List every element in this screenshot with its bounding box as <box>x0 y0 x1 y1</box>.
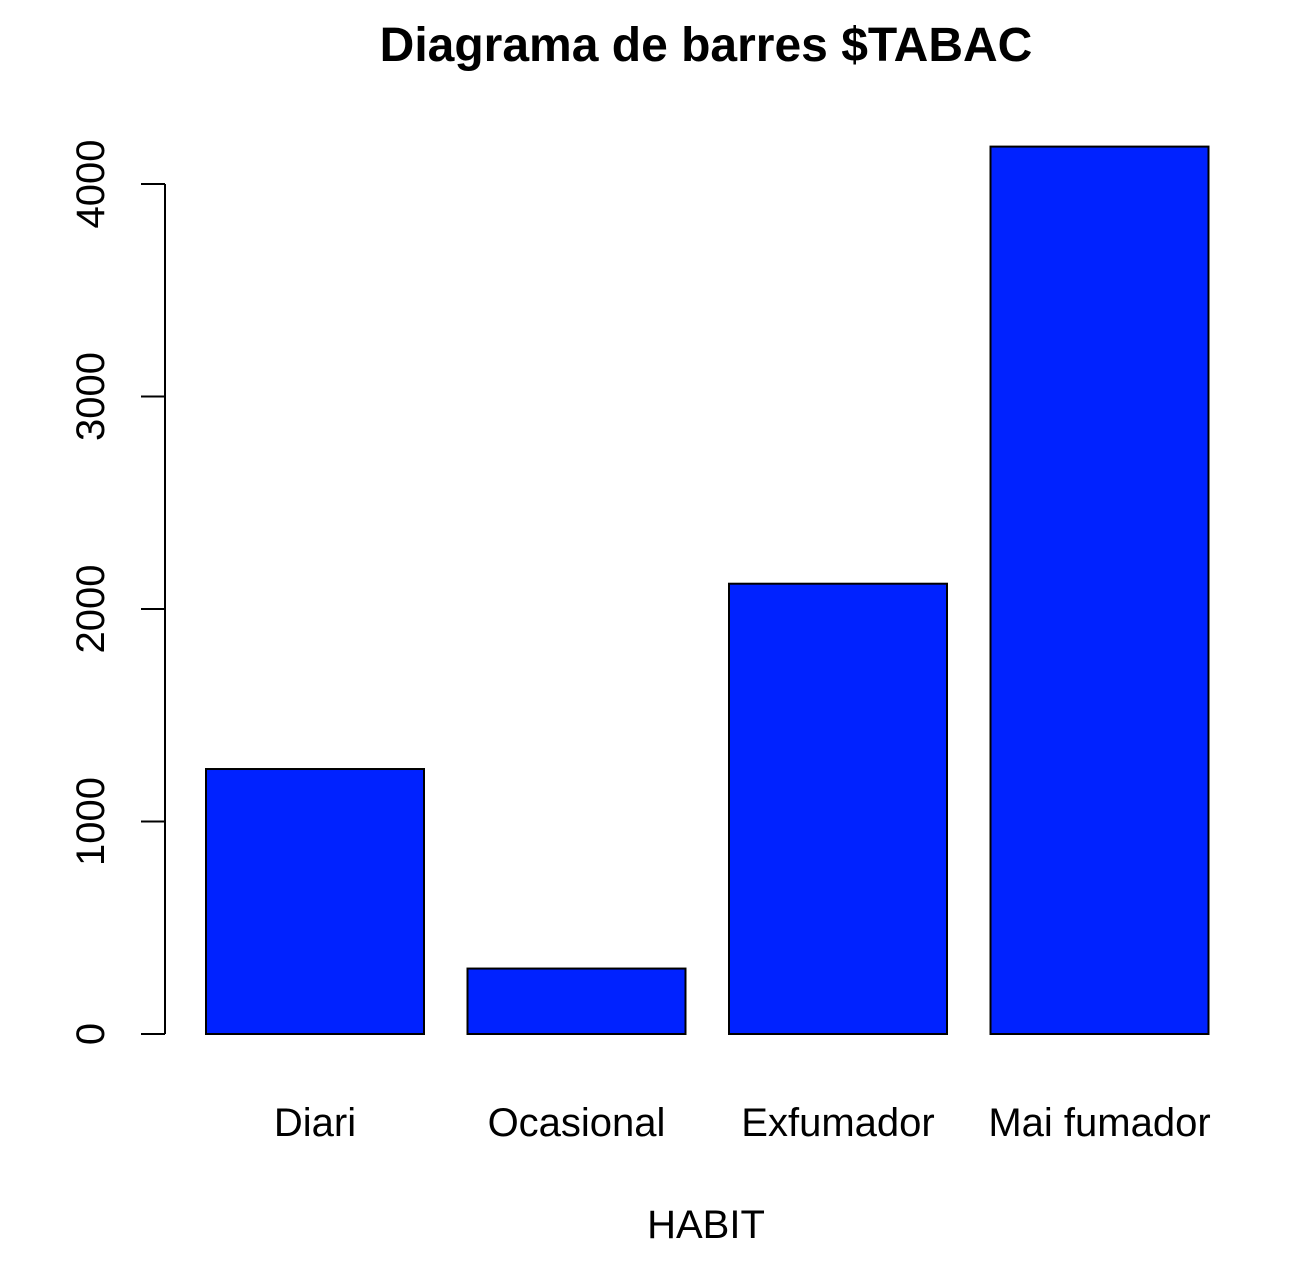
y-tick-label: 1000 <box>69 777 113 866</box>
chart-title: Diagrama de barres $TABAC <box>380 19 1033 72</box>
y-tick-label: 2000 <box>69 565 113 654</box>
y-axis: 0 1000 2000 3000 4000 <box>69 140 166 1045</box>
y-tick-label: 4000 <box>69 140 113 229</box>
bar-mai-fumador <box>989 145 1210 1036</box>
x-tick-label: Exfumador <box>741 1101 934 1145</box>
x-axis-label: HABIT <box>647 1203 765 1247</box>
bars-layer <box>205 145 1210 1036</box>
y-tick-label: 0 <box>69 1023 113 1045</box>
y-tick-label: 3000 <box>69 352 113 441</box>
x-tick-label: Ocasional <box>488 1101 666 1145</box>
x-tick-labels: Diari Ocasional Exfumador Mai fumador <box>274 1101 1211 1145</box>
bar-ocasional <box>466 967 687 1035</box>
x-tick-label: Mai fumador <box>988 1101 1210 1145</box>
x-tick-label: Diari <box>274 1101 356 1145</box>
bar-exfumador <box>728 582 948 1036</box>
bar-diari <box>205 768 425 1035</box>
